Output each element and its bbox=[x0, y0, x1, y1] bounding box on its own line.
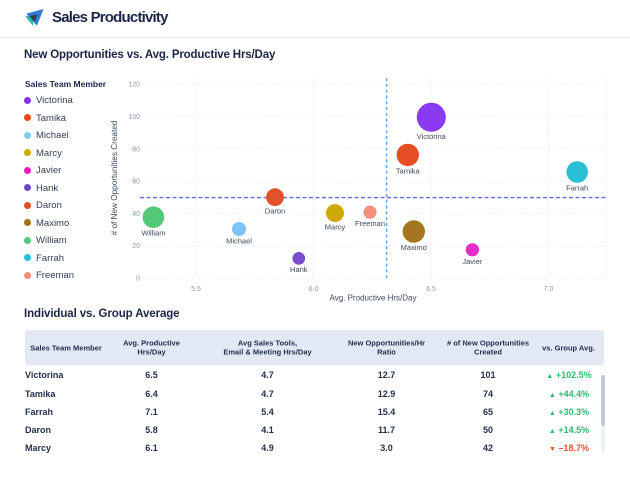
svg-text:7.0: 7.0 bbox=[544, 286, 554, 293]
svg-text:120: 120 bbox=[128, 82, 140, 89]
svg-text:100: 100 bbox=[128, 114, 140, 121]
svg-text:Javier: Javier bbox=[462, 257, 483, 266]
svg-text:Freeman: Freeman bbox=[355, 219, 385, 228]
svg-text:0: 0 bbox=[136, 276, 140, 283]
svg-text:Farrah: Farrah bbox=[566, 183, 588, 192]
svg-text:Hank: Hank bbox=[290, 265, 308, 274]
svg-text:20: 20 bbox=[132, 243, 140, 250]
svg-text:Marcy: Marcy bbox=[325, 223, 346, 232]
svg-text:Michael: Michael bbox=[226, 237, 252, 246]
svg-text:Maximo: Maximo bbox=[401, 243, 427, 252]
svg-text:William: William bbox=[141, 229, 165, 238]
svg-text:# of New Opportunities Created: # of New Opportunities Created bbox=[110, 120, 119, 235]
svg-text:6.0: 6.0 bbox=[309, 286, 319, 293]
svg-text:Daron: Daron bbox=[265, 207, 285, 216]
svg-text:5.5: 5.5 bbox=[191, 286, 201, 293]
svg-text:40: 40 bbox=[132, 211, 140, 218]
svg-text:Victorina: Victorina bbox=[417, 132, 447, 141]
svg-text:Avg. Productive Hrs/Day: Avg. Productive Hrs/Day bbox=[330, 294, 417, 303]
svg-text:6.5: 6.5 bbox=[426, 286, 436, 293]
svg-text:60: 60 bbox=[132, 179, 140, 186]
svg-text:80: 80 bbox=[132, 146, 140, 153]
svg-text:Tamika: Tamika bbox=[396, 167, 421, 176]
